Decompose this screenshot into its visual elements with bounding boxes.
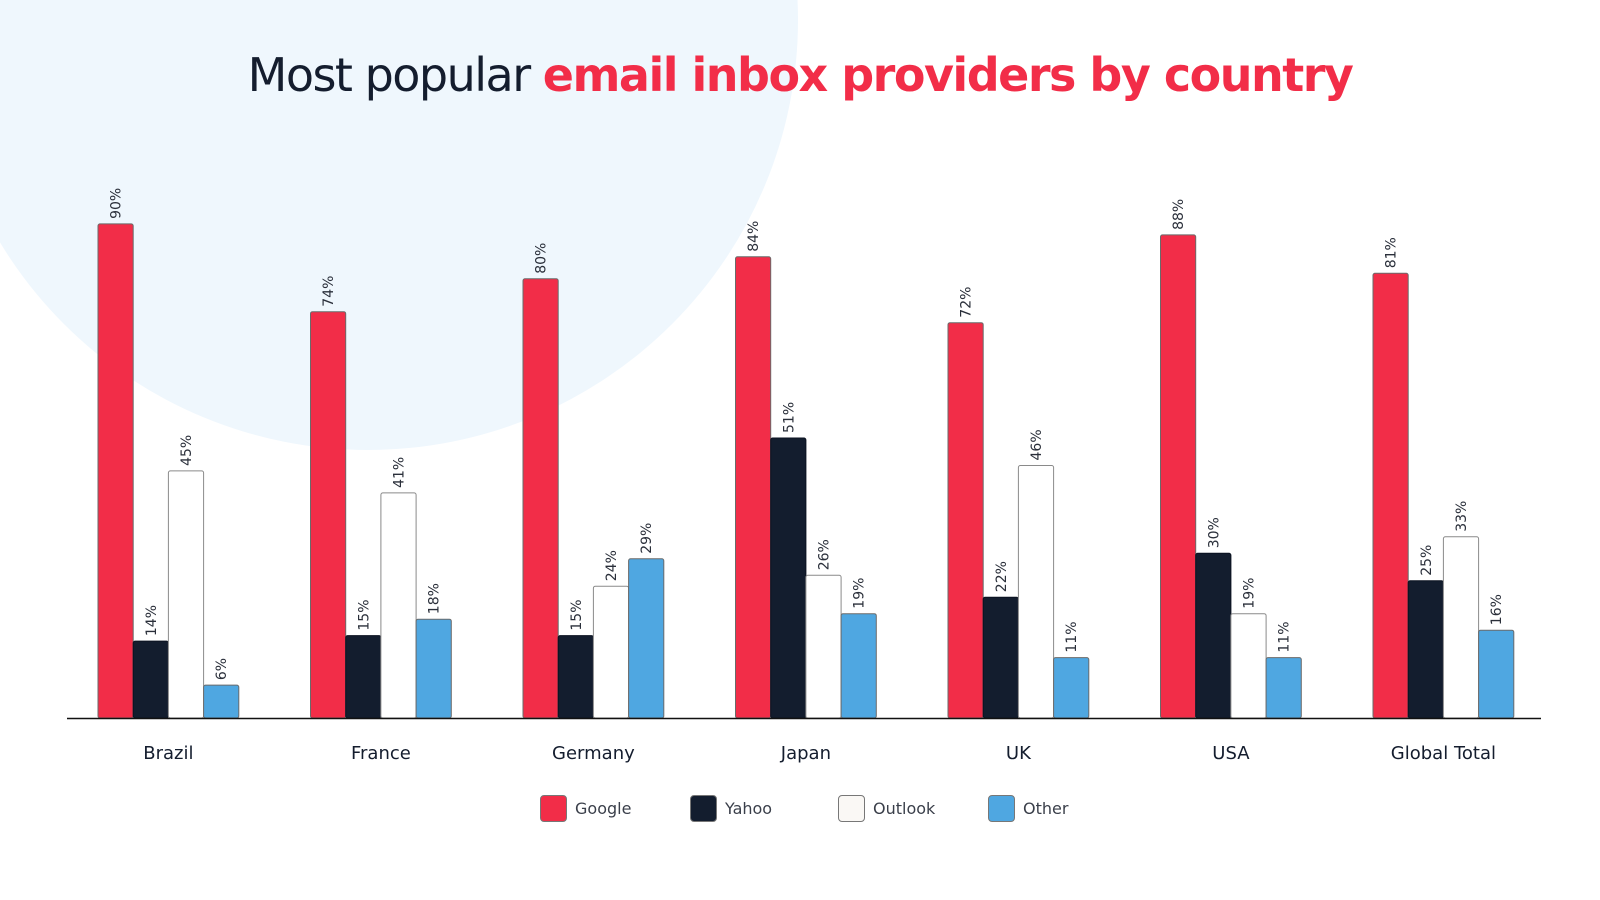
bar-other-usa xyxy=(1265,657,1302,719)
data-label: 19% xyxy=(852,578,868,609)
data-label: 11% xyxy=(1064,621,1080,652)
category-label: Brazil xyxy=(143,743,193,764)
bar-outlook-global-total xyxy=(1442,536,1480,719)
data-label: 74% xyxy=(321,276,337,307)
bar-group-global-total: 81% 25% 33% 16% Global Total xyxy=(1372,237,1515,764)
bar-other-france xyxy=(415,618,452,719)
data-label: 45% xyxy=(179,435,195,466)
data-label: 30% xyxy=(1206,517,1222,548)
bar-outlook-france xyxy=(380,492,417,719)
data-label: 88% xyxy=(1171,199,1187,230)
data-label: 15% xyxy=(569,599,585,630)
bar-group-brazil: 90% 14% 45% 6% Brazil xyxy=(97,188,240,764)
category-label: UK xyxy=(1006,743,1032,764)
bar-group-uk: 72% 22% 46% 11% UK xyxy=(947,287,1090,764)
data-label: 25% xyxy=(1419,545,1435,576)
bar-other-japan xyxy=(840,613,877,719)
bar-other-global-total xyxy=(1478,629,1515,719)
category-label: USA xyxy=(1212,743,1250,764)
bar-other-germany xyxy=(628,558,665,719)
title-highlight: email inbox providers by country xyxy=(542,48,1354,102)
category-label: Japan xyxy=(780,743,831,764)
data-label: 46% xyxy=(1029,429,1045,460)
bar-group-usa: 88% 30% 19% 11% USA xyxy=(1160,199,1302,764)
data-label: 15% xyxy=(356,599,372,630)
data-label: 16% xyxy=(1489,594,1505,625)
legend-item-google: Google xyxy=(540,795,631,822)
bar-google-france xyxy=(310,311,347,719)
legend-label: Other xyxy=(1023,799,1069,818)
bar-yahoo-france xyxy=(345,635,382,719)
bar-outlook-uk xyxy=(1017,465,1055,719)
legend-swatch-other xyxy=(988,795,1015,822)
bar-yahoo-japan xyxy=(770,437,807,719)
legend-swatch-yahoo xyxy=(690,795,717,822)
bar-yahoo-global-total xyxy=(1407,580,1444,719)
bar-yahoo-brazil xyxy=(132,640,169,719)
data-label: 80% xyxy=(534,243,550,274)
data-label: 22% xyxy=(994,561,1010,592)
bar-group-france: 74% 15% 41% 18% France xyxy=(310,276,452,764)
data-label: 6% xyxy=(214,658,230,680)
data-label: 29% xyxy=(639,523,655,554)
chart-title: Most popular email inbox providers by co… xyxy=(0,48,1600,102)
bar-yahoo-uk xyxy=(982,596,1019,719)
data-label: 51% xyxy=(781,402,797,433)
category-label: Germany xyxy=(552,743,635,764)
bar-other-uk xyxy=(1053,657,1090,719)
legend: Google Yahoo Outlook Other xyxy=(0,795,1600,829)
bar-group-germany: 80% 15% 24% 29% Germany xyxy=(522,243,665,764)
title-prefix: Most popular xyxy=(247,48,543,102)
bar-google-usa xyxy=(1160,234,1197,719)
bar-outlook-germany xyxy=(592,585,630,719)
legend-item-yahoo: Yahoo xyxy=(690,795,772,822)
bar-group-japan: 84% 51% 26% 19% Japan xyxy=(735,221,877,764)
legend-item-other: Other xyxy=(988,795,1068,822)
data-label: 84% xyxy=(746,221,762,252)
bar-google-uk xyxy=(947,322,984,719)
legend-label: Yahoo xyxy=(725,799,773,818)
bar-yahoo-germany xyxy=(557,635,594,719)
bar-yahoo-usa xyxy=(1195,552,1232,719)
category-label: Global Total xyxy=(1391,743,1496,764)
bar-outlook-japan xyxy=(805,574,842,719)
legend-label: Outlook xyxy=(873,799,936,818)
bar-other-brazil xyxy=(203,684,240,719)
bar-google-germany xyxy=(522,278,559,719)
category-label: France xyxy=(351,743,411,764)
data-label: 72% xyxy=(959,287,975,318)
data-label: 14% xyxy=(144,605,160,636)
data-label: 19% xyxy=(1242,578,1258,609)
data-label: 18% xyxy=(427,583,443,614)
bar-google-brazil xyxy=(97,223,134,719)
bar-google-japan xyxy=(735,256,772,719)
bar-outlook-usa xyxy=(1230,613,1267,719)
data-label: 41% xyxy=(392,457,408,488)
data-label: 90% xyxy=(109,188,125,219)
legend-swatch-google xyxy=(540,795,567,822)
data-label: 33% xyxy=(1454,501,1470,532)
legend-swatch-outlook xyxy=(838,795,865,822)
bar-google-global-total xyxy=(1372,272,1409,719)
bar-outlook-brazil xyxy=(167,470,205,719)
legend-item-outlook: Outlook xyxy=(838,795,935,822)
data-label: 24% xyxy=(604,550,620,581)
data-label: 11% xyxy=(1277,621,1293,652)
data-label: 26% xyxy=(817,539,833,570)
data-label: 81% xyxy=(1384,237,1400,268)
legend-label: Google xyxy=(575,799,632,818)
